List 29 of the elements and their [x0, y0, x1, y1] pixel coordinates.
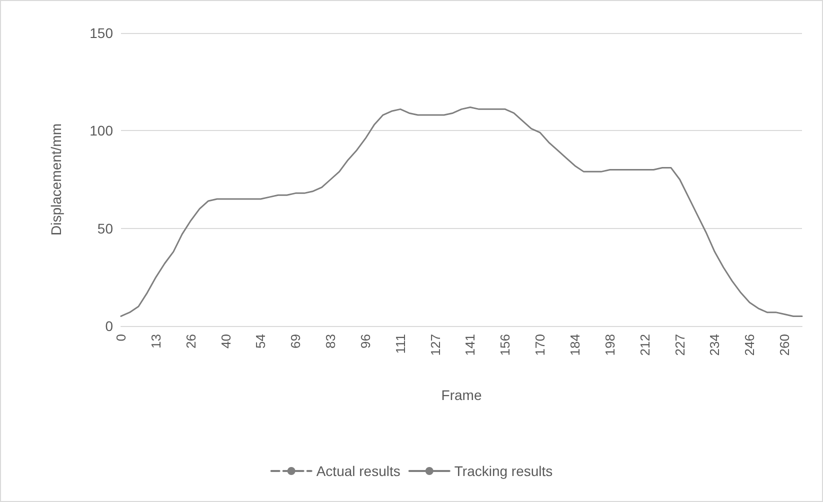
x-tick-label: 170	[532, 334, 548, 356]
y-tick-label: 150	[90, 25, 114, 41]
x-tick-label: 26	[183, 334, 198, 348]
y-tick-label: 100	[90, 122, 114, 139]
x-tick-label: 96	[358, 334, 373, 348]
x-tick-label: 198	[602, 334, 618, 356]
line-series	[120, 106, 803, 317]
x-tick-label: 184	[568, 334, 582, 356]
x-tick-label: 54	[253, 334, 268, 348]
x-tick-label: 234	[707, 334, 722, 356]
x-tick-label: 13	[148, 334, 164, 348]
x-tick-label: 212	[637, 334, 652, 356]
legend-label: Tracking results	[454, 463, 553, 479]
y-tick-label: 50	[97, 220, 114, 236]
x-tick-label: 156	[498, 334, 513, 356]
x-axis-title: Frame	[441, 387, 482, 403]
x-tick-label: 111	[392, 334, 408, 354]
x-tick-label: 127	[428, 334, 443, 356]
x-tick-label: 83	[323, 334, 338, 348]
x-tick-label: 40	[218, 334, 234, 348]
x-tick-label: 227	[672, 334, 688, 356]
y-axis-title: Displacement/mm	[48, 123, 64, 236]
x-tick-label: 246	[742, 334, 758, 356]
x-tick-label: 260	[777, 334, 792, 356]
x-tick-label: 141	[462, 334, 478, 356]
x-tick-label: 0	[114, 334, 128, 342]
y-tick-label: 0	[105, 318, 114, 334]
x-tick-label: 69	[288, 334, 304, 348]
legend-label: Actual results	[316, 463, 400, 479]
